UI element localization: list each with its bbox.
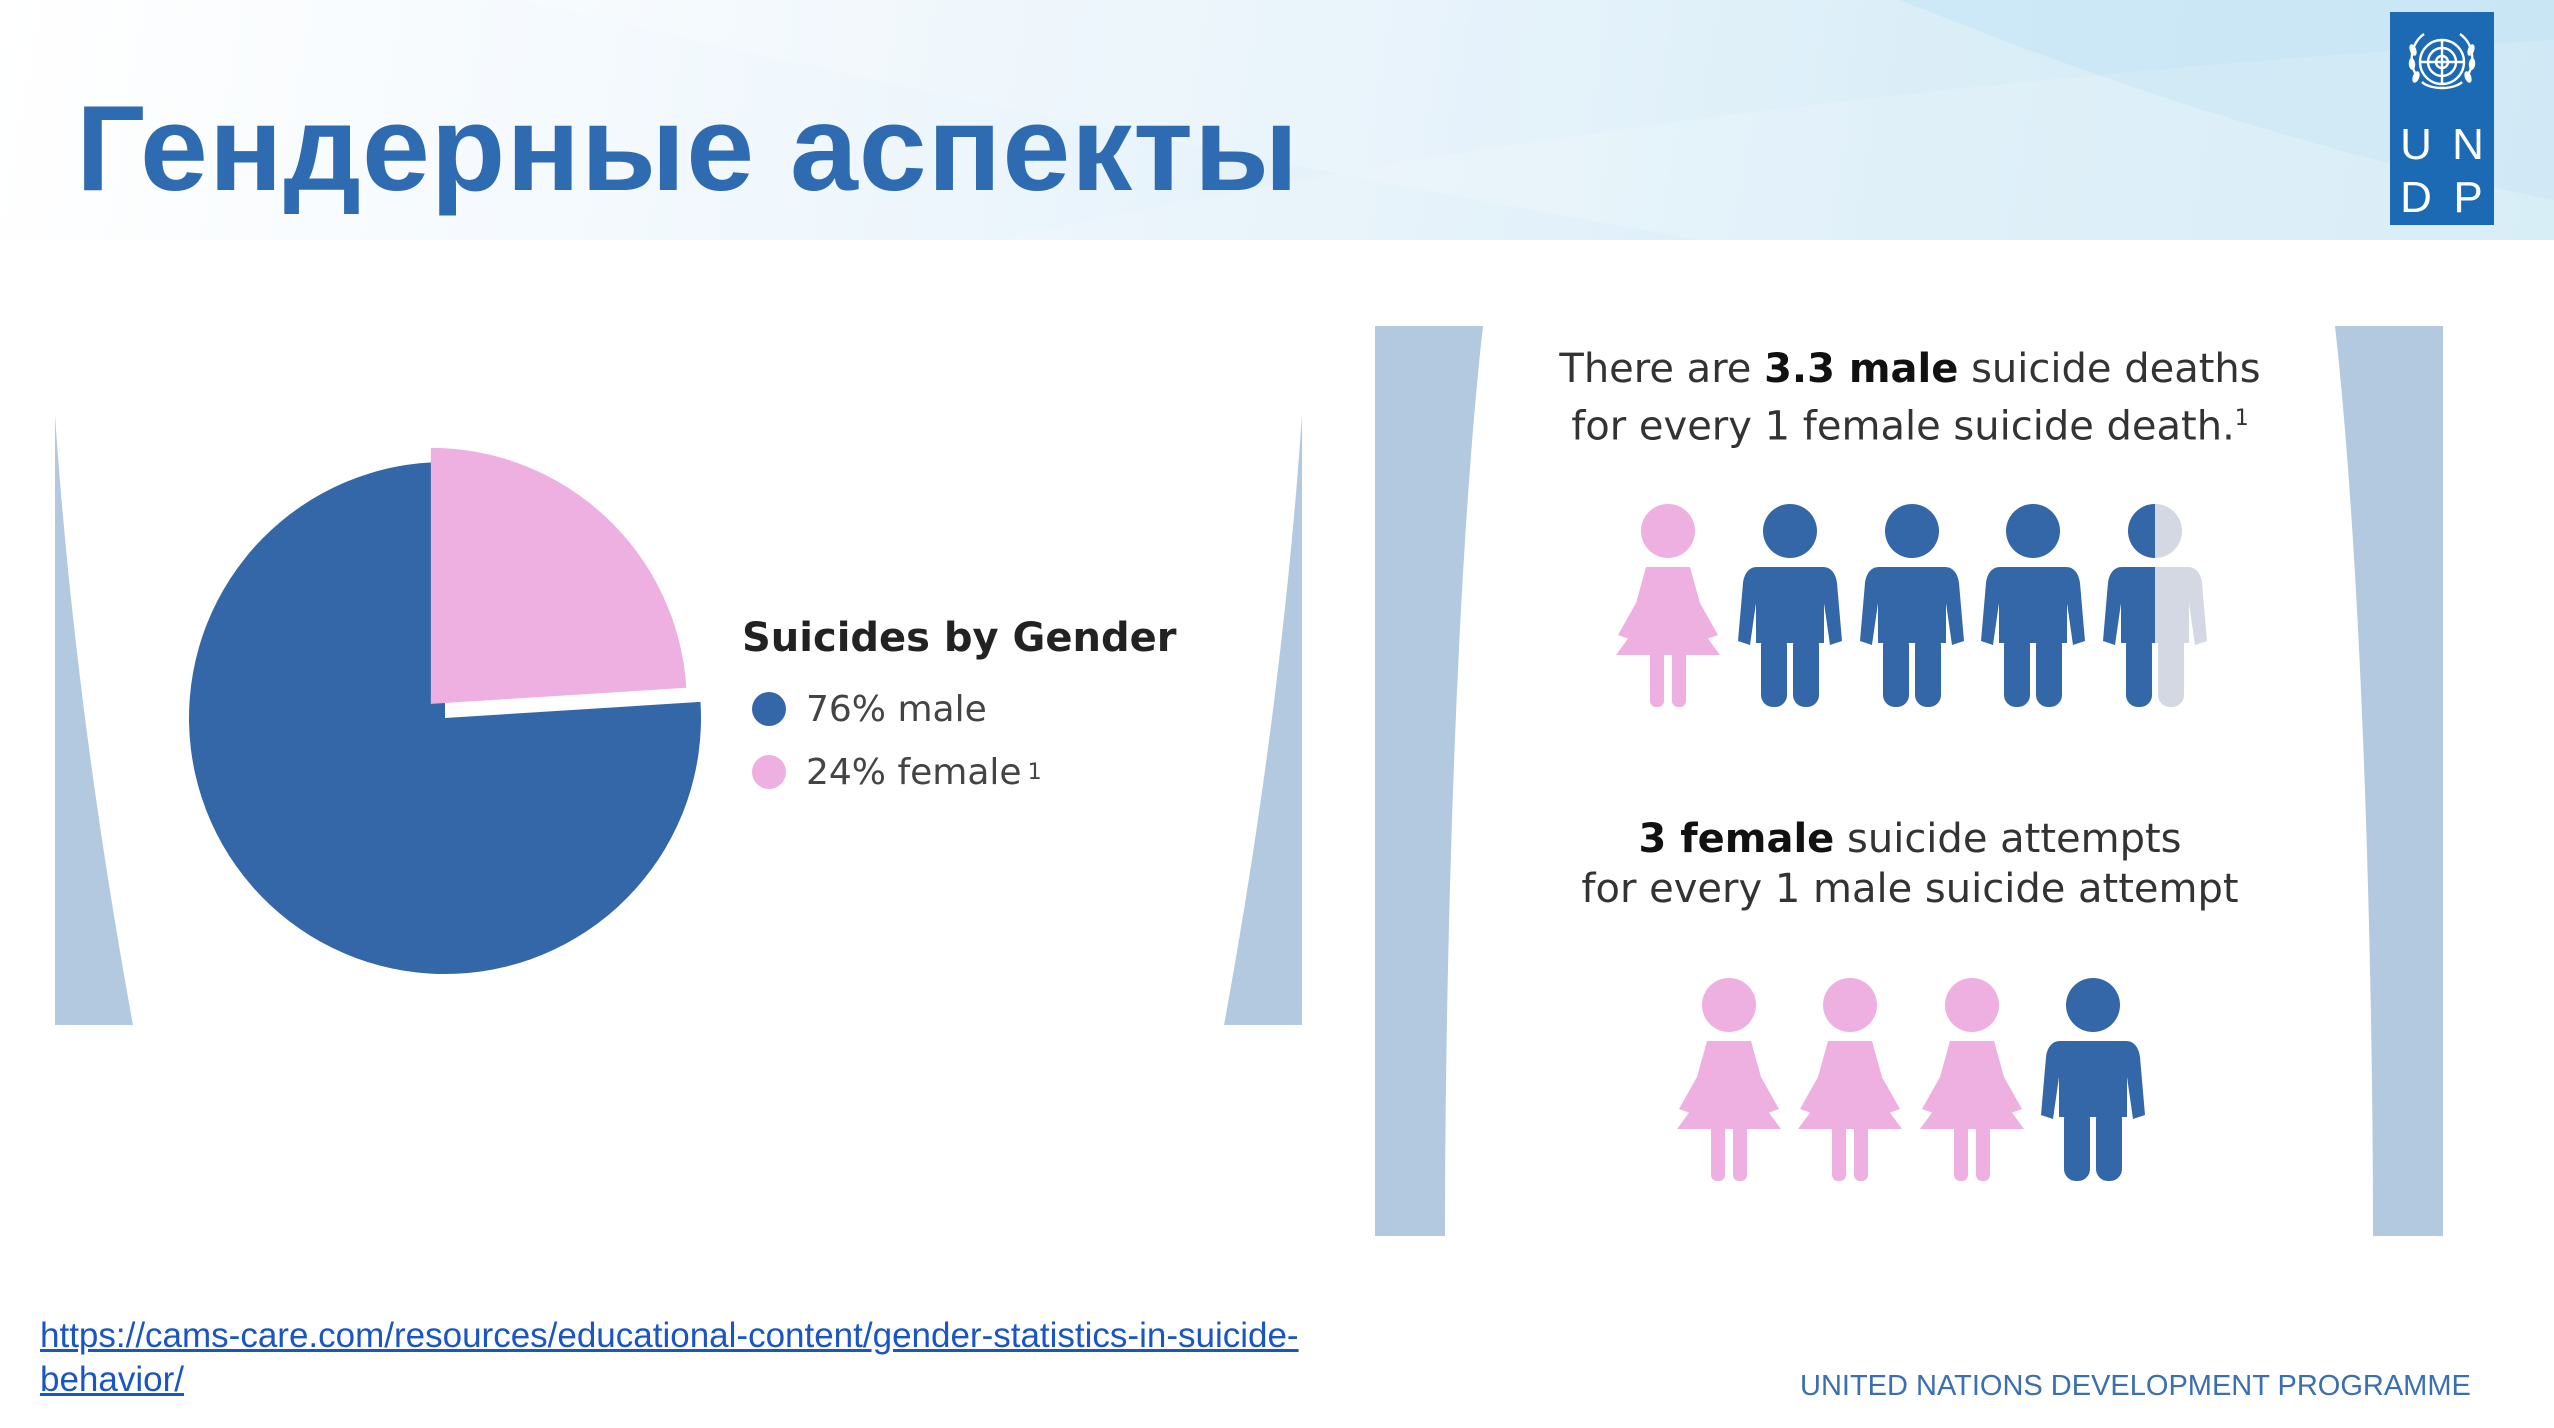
source-link[interactable]: https://cams-care.com/resources/educatio… xyxy=(40,1316,1299,1399)
stat-deaths-line2: for every 1 female suicide death.1 xyxy=(1480,394,2340,451)
legend-item-female: 24% female 1 xyxy=(752,747,1042,797)
stat-deaths-suffix: suicide deaths xyxy=(1958,346,2261,392)
undp-logo: U N D P xyxy=(2390,12,2494,225)
logo-letter-u: U xyxy=(2400,119,2432,169)
logo-letter-n: N xyxy=(2452,119,2484,169)
stat-attempts: 3 female suicide attempts for every 1 ma… xyxy=(1480,814,2340,914)
logo-letter-p: P xyxy=(2453,173,2483,223)
un-emblem-icon xyxy=(2408,33,2476,90)
chart-title: Suicides by Gender xyxy=(742,615,1177,661)
footer-text: UNITED NATIONS DEVELOPMENT PROGRAMME xyxy=(1800,1370,2471,1402)
legend-label-male: 76% male xyxy=(806,688,987,730)
stat-deaths-line2-text: for every 1 female suicide death. xyxy=(1571,403,2235,450)
stat-attempts-line2: for every 1 male suicide attempt xyxy=(1581,866,2239,912)
stat-attempts-bold: 3 female xyxy=(1638,816,1835,862)
stat-attempts-suffix: suicide attempts xyxy=(1834,816,2182,862)
female-legend-dot-icon xyxy=(752,755,786,789)
stat-deaths-footnote: 1 xyxy=(2234,406,2249,431)
right-panel-frame xyxy=(1375,326,2443,1236)
stat-deaths: There are 3.3 male suicide deaths for ev… xyxy=(1480,344,2340,451)
left-panel-frame xyxy=(55,415,1302,1025)
page-title: Гендерные аспекты xyxy=(76,80,1300,216)
stat-attempts-line1: 3 female suicide attempts xyxy=(1480,814,2340,864)
logo-letter-d: D xyxy=(2400,173,2432,223)
header-banner: Гендерные аспекты U xyxy=(0,0,2554,240)
legend-label-female: 24% female xyxy=(806,751,1022,793)
stat-deaths-prefix: There are xyxy=(1559,346,1765,392)
male-legend-dot-icon xyxy=(752,692,786,726)
legend-footnote: 1 xyxy=(1027,759,1042,785)
legend-item-male: 76% male xyxy=(752,684,987,734)
stat-deaths-line1: There are 3.3 male suicide deaths xyxy=(1480,344,2340,394)
stat-deaths-bold: 3.3 male xyxy=(1764,346,1959,392)
